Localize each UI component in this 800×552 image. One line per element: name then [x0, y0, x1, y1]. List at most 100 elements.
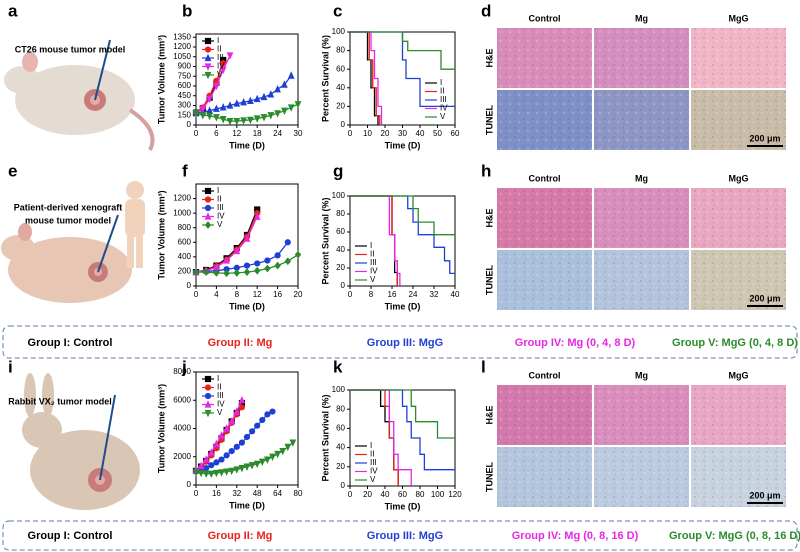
x-tick-label: 6: [214, 129, 219, 138]
histology-texture: [691, 90, 786, 150]
y-tick-label: 100: [332, 191, 346, 200]
plot-frame: [195, 183, 299, 287]
group-label: Group V: MgG (0, 8, 16 D): [669, 530, 800, 542]
legend-label: III: [440, 95, 447, 104]
group-label: Group III: MgG: [367, 337, 443, 349]
x-tick-label: 16: [388, 290, 397, 299]
group-label: Group IV: Mg (0, 8, 16 D): [512, 530, 639, 542]
y-tick-label: 150: [178, 110, 192, 119]
marker: [213, 104, 220, 112]
marker: [228, 417, 236, 425]
legend-box: [2, 520, 798, 551]
marker: [206, 95, 213, 104]
x-tick-label: 40: [381, 490, 390, 499]
marker: [269, 408, 276, 415]
marker: [274, 110, 281, 118]
marker: [213, 439, 220, 448]
marker: [264, 456, 271, 464]
marker: [281, 80, 288, 88]
x-tick-label: 20: [363, 490, 372, 499]
series-line: [350, 389, 412, 486]
panel-letter: e: [8, 161, 17, 180]
marker: [233, 466, 241, 474]
histology-texture: [497, 188, 592, 248]
marker: [238, 464, 246, 473]
y-axis-label: Percent Survival (%): [320, 35, 330, 122]
legend-label: V: [370, 275, 376, 284]
x-tick-label: 0: [194, 489, 199, 498]
histology-texture: [497, 447, 592, 507]
marker: [192, 110, 200, 118]
model-title: Rabbit VX₂ tumor model: [8, 396, 112, 406]
legend-label: III: [370, 258, 377, 267]
marker: [223, 424, 230, 432]
series-line: [350, 31, 381, 125]
legend-label: IV: [217, 62, 225, 71]
y-tick-label: 60: [336, 227, 345, 236]
y-tick-label: 20: [336, 462, 345, 471]
x-tick-label: 12: [253, 290, 262, 299]
series-line: [350, 31, 379, 125]
x-tick-label: 32: [232, 489, 241, 498]
row-label: TUNEL: [484, 105, 494, 135]
marker: [204, 392, 212, 400]
model-title: CT26 mouse tumor model: [15, 44, 126, 54]
x-tick-label: 18: [253, 129, 262, 138]
marker: [274, 450, 281, 459]
series-line: [350, 31, 455, 70]
column-label: Control: [529, 173, 561, 183]
marker: [253, 94, 261, 103]
y-tick-label: 400: [178, 252, 192, 261]
x-axis-label: Time (D): [385, 501, 421, 511]
marker: [274, 84, 281, 93]
x-axis-label: Time (D): [229, 140, 265, 150]
y-tick-label: 450: [178, 91, 192, 100]
y-tick-label: 600: [178, 81, 192, 90]
legend-label: II: [217, 195, 221, 204]
marker: [199, 105, 207, 114]
x-tick-label: 8: [369, 290, 374, 299]
legend-label: III: [217, 203, 224, 212]
y-tick-label: 1350: [173, 32, 191, 41]
group-label: Group II: Mg: [208, 337, 273, 349]
marker: [243, 463, 251, 471]
legend-label: I: [217, 36, 219, 45]
x-tick-label: 10: [363, 129, 372, 138]
legend-label: II: [440, 87, 444, 96]
marker: [228, 448, 235, 455]
group-label: Group IV: Mg (0, 4, 8 D): [515, 337, 636, 349]
marker: [204, 212, 212, 220]
marker: [219, 116, 227, 124]
histology-texture: [691, 188, 786, 248]
marker: [287, 104, 295, 112]
histology-texture: [497, 385, 592, 445]
marker: [223, 468, 230, 476]
x-tick-label: 80: [416, 490, 425, 499]
x-tick-label: 40: [416, 129, 425, 138]
marker: [206, 106, 213, 114]
legend-label: IV: [370, 267, 378, 276]
series-line: [195, 103, 299, 122]
y-axis-label: Tumor Volume (mm³): [156, 190, 166, 279]
panel-letter: d: [481, 1, 491, 20]
panel-letter: g: [333, 161, 343, 180]
marker: [294, 101, 302, 109]
column-label: MgG: [729, 13, 749, 23]
marker: [287, 71, 295, 79]
marker: [284, 257, 292, 266]
legend-label: IV: [217, 212, 225, 221]
marker: [218, 469, 225, 477]
legend-label: V: [370, 475, 376, 484]
x-tick-label: 80: [294, 489, 303, 498]
marker: [208, 462, 215, 469]
marker: [204, 375, 212, 383]
panel-letter: k: [333, 357, 343, 376]
y-tick-label: 40: [336, 245, 345, 254]
x-tick-label: 48: [253, 489, 262, 498]
y-tick-label: 40: [336, 443, 345, 452]
marker: [274, 261, 281, 270]
marker: [289, 439, 297, 447]
y-tick-label: 0: [187, 120, 192, 129]
marker: [223, 256, 230, 264]
x-tick-label: 4: [214, 290, 219, 299]
